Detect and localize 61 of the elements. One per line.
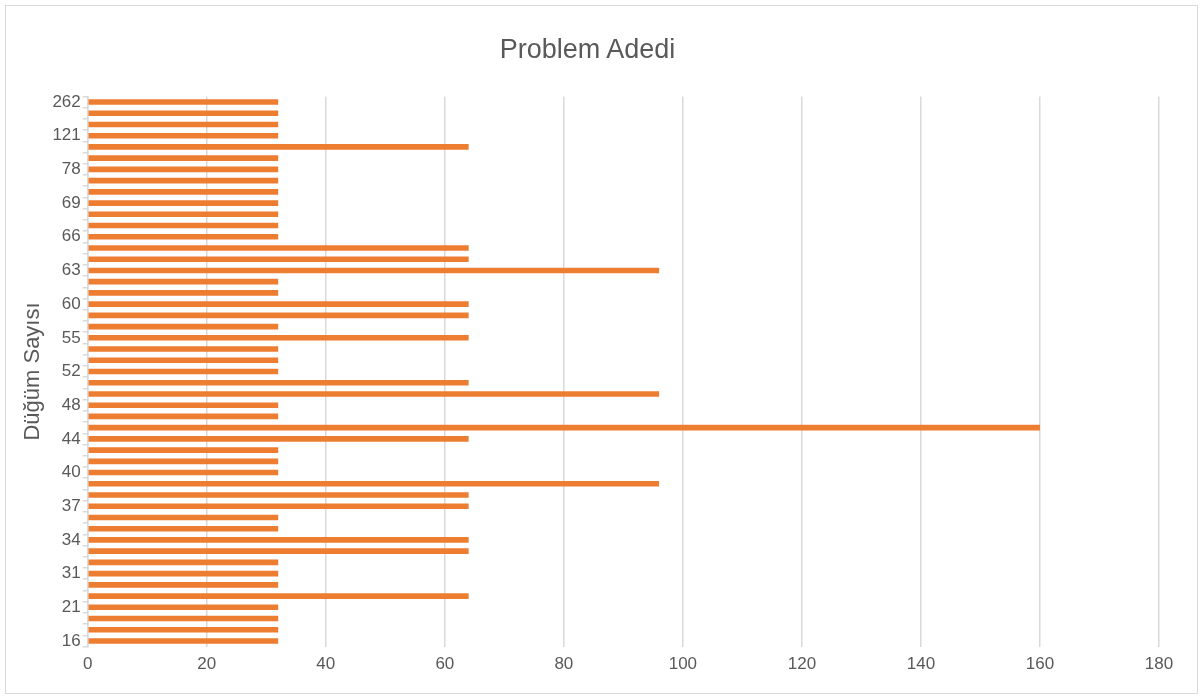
bar	[88, 200, 279, 206]
bar	[88, 357, 279, 364]
bar	[88, 391, 660, 397]
y-tick-label: 78	[61, 159, 81, 179]
y-tick-label: 31	[61, 563, 81, 583]
y-axis-title: Düğüm Sayısı	[19, 302, 45, 441]
y-tick-label: 55	[61, 327, 81, 347]
y-tick-label: 34	[61, 529, 81, 549]
y-tick-label: 52	[61, 361, 81, 381]
x-tick-label: 160	[1025, 654, 1055, 674]
chart-title: Problem Adedi	[499, 33, 676, 64]
bar	[88, 503, 469, 510]
bar	[88, 290, 279, 296]
y-tick-label: 66	[61, 226, 81, 246]
y-tick-label: 69	[61, 192, 81, 212]
x-tick-label: 20	[197, 654, 217, 674]
y-tick-label: 60	[61, 293, 81, 313]
bar	[88, 447, 279, 453]
bar	[88, 211, 279, 218]
y-tick-label: 121	[52, 125, 81, 145]
x-tick-label: 40	[316, 654, 336, 674]
y-tick-label: 37	[61, 495, 81, 515]
bar	[88, 189, 279, 195]
bar	[88, 335, 469, 341]
bar	[88, 233, 279, 240]
bar	[88, 346, 279, 352]
y-tick-label: 40	[61, 462, 81, 482]
bar	[88, 604, 279, 611]
y-tick-label: 21	[61, 596, 81, 616]
x-tick-label: 60	[435, 654, 455, 674]
bar	[88, 402, 279, 408]
y-tick-label: 16	[61, 630, 81, 650]
bar	[88, 638, 279, 644]
x-tick-label: 180	[1144, 654, 1174, 674]
x-tick-label: 100	[668, 654, 698, 674]
bar	[88, 132, 279, 139]
bar	[88, 436, 469, 442]
bar	[88, 492, 469, 498]
y-tick-label: 48	[61, 394, 81, 414]
bar	[88, 379, 469, 386]
bar	[88, 626, 279, 633]
x-tick-label: 140	[906, 654, 936, 674]
bar	[88, 525, 279, 532]
x-tick-label: 80	[554, 654, 574, 674]
bar	[88, 256, 469, 263]
bar	[88, 144, 469, 150]
bar	[88, 593, 469, 599]
bar	[88, 301, 469, 307]
bar	[88, 480, 660, 487]
bar	[88, 582, 279, 588]
bar	[88, 110, 279, 117]
y-tick-label: 44	[61, 428, 81, 448]
bar	[88, 245, 469, 251]
x-tick-label: 0	[83, 654, 93, 674]
x-tick-label: 120	[787, 654, 817, 674]
bar	[88, 537, 469, 543]
y-tick-label: 63	[61, 260, 81, 280]
y-tick-label: 262	[52, 91, 81, 111]
bar	[88, 99, 279, 105]
bar	[88, 155, 279, 161]
bar	[88, 548, 469, 554]
